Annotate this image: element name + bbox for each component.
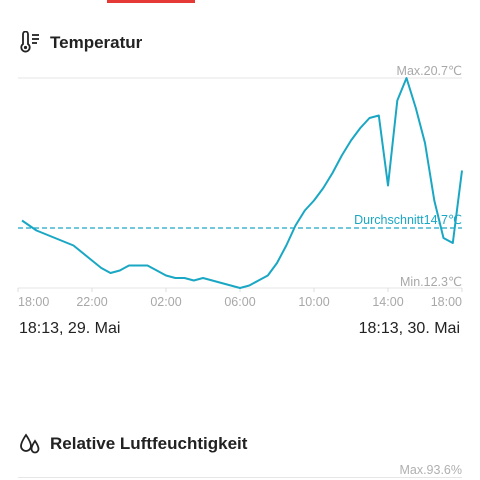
x-tick-label: 22:00 (76, 295, 107, 309)
chart-max-label: Max.20.7℃ (397, 64, 462, 78)
x-tick-label: 18:00 (18, 295, 49, 309)
humidity-max-label: Max.93.6% (399, 463, 462, 477)
thermometer-icon (18, 30, 42, 55)
humidity-title: Relative Luftfeuchtigkeit (50, 434, 248, 453)
x-tick-label: 18:00 (431, 295, 462, 309)
x-tick-label: 14:00 (372, 295, 403, 309)
temperature-series-line (21, 77, 463, 289)
x-axis-ticks: 18:00 22:00 02:00 06:00 10:00 14:00 18:00 (17, 288, 463, 309)
x-tick-label: 02:00 (150, 295, 181, 309)
x-tick-label: 06:00 (224, 295, 255, 309)
chart-min-label: Min.12.3℃ (400, 275, 462, 289)
temperature-chart[interactable]: Max.20.7℃ Min.12.3℃ Durchschnitt14.7℃ 18… (0, 60, 480, 320)
range-end-time: 18:13, 30. Mai (358, 320, 460, 337)
range-start-time: 18:13, 29. Mai (19, 320, 121, 337)
humidity-chart-top-gridline (18, 477, 462, 478)
x-tick-label: 10:00 (298, 295, 329, 309)
chart-average-label: Durchschnitt14.7℃ (354, 213, 462, 227)
temperature-section-title: Temperatur (18, 30, 143, 55)
humidity-section-title: Relative Luftfeuchtigkeit (18, 432, 247, 456)
water-drops-icon (18, 432, 42, 456)
temperature-title: Temperatur (50, 33, 143, 52)
top-accent-bar (107, 0, 195, 3)
